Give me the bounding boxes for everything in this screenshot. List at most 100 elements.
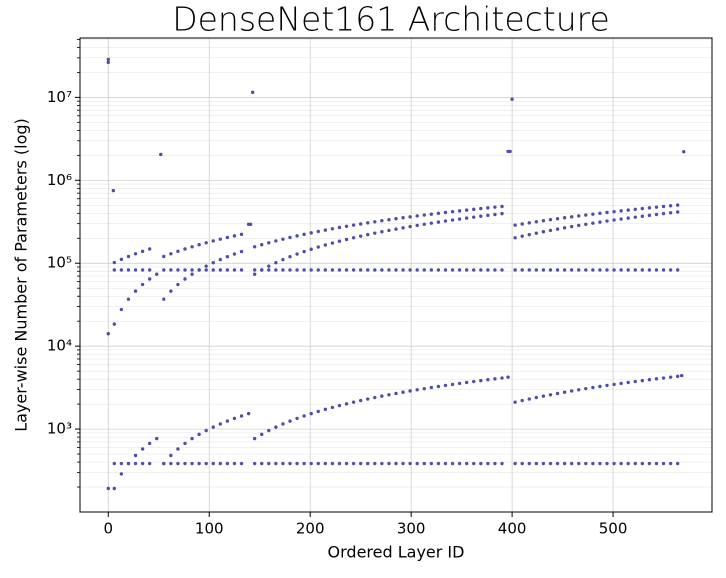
point	[176, 282, 180, 287]
point	[119, 268, 124, 272]
point	[619, 209, 623, 213]
point	[633, 215, 637, 219]
point	[302, 461, 306, 466]
point	[147, 441, 152, 446]
point	[112, 260, 117, 265]
point	[682, 150, 686, 154]
point	[591, 268, 595, 272]
point	[401, 268, 405, 272]
point	[147, 277, 152, 281]
point	[190, 436, 194, 441]
point	[274, 268, 278, 272]
point	[169, 453, 173, 458]
points	[106, 57, 686, 491]
point	[281, 268, 285, 272]
point	[119, 461, 124, 466]
point	[260, 243, 264, 247]
point	[562, 390, 567, 394]
point	[260, 461, 264, 466]
point	[358, 222, 363, 226]
point	[436, 268, 441, 272]
point	[323, 243, 328, 247]
point	[486, 461, 490, 466]
point	[344, 224, 349, 228]
point	[373, 268, 377, 272]
point	[183, 441, 187, 446]
point	[111, 188, 116, 193]
point	[366, 221, 370, 225]
point	[612, 268, 616, 272]
point	[598, 384, 602, 389]
point	[366, 461, 370, 466]
point	[358, 268, 363, 272]
point	[239, 268, 244, 272]
point	[302, 232, 306, 237]
point	[373, 395, 377, 400]
point	[176, 447, 180, 451]
point	[295, 461, 299, 466]
point	[401, 226, 405, 230]
point	[140, 282, 145, 287]
point	[330, 241, 335, 245]
point	[344, 237, 349, 242]
point	[302, 268, 306, 272]
point	[140, 249, 145, 254]
point	[337, 403, 342, 408]
point	[640, 214, 645, 218]
point	[225, 419, 230, 423]
point	[415, 268, 419, 272]
point	[281, 257, 285, 262]
point	[548, 393, 553, 397]
point	[401, 216, 405, 220]
point	[486, 268, 490, 272]
point	[133, 461, 138, 466]
point	[472, 268, 476, 272]
point	[429, 212, 434, 216]
point	[183, 247, 187, 251]
point	[401, 461, 405, 466]
point	[605, 219, 609, 223]
point	[260, 432, 264, 437]
point	[112, 486, 117, 491]
point	[591, 212, 595, 216]
point	[239, 249, 244, 254]
point	[380, 230, 384, 234]
point	[380, 268, 384, 272]
point	[668, 461, 673, 466]
point	[654, 205, 659, 209]
point	[316, 409, 320, 414]
point	[302, 249, 306, 254]
point	[250, 90, 255, 95]
point	[351, 268, 356, 272]
point	[387, 461, 391, 466]
point	[555, 268, 560, 272]
point	[267, 264, 271, 268]
point	[654, 461, 659, 466]
point	[591, 385, 595, 390]
point	[443, 461, 448, 466]
point	[351, 461, 356, 466]
point	[626, 208, 630, 212]
point	[415, 223, 419, 228]
point	[500, 204, 504, 209]
point	[510, 97, 514, 101]
point	[640, 206, 645, 211]
point	[548, 218, 553, 222]
point	[408, 215, 412, 219]
point	[415, 461, 419, 466]
point	[668, 375, 673, 379]
point	[288, 268, 292, 272]
point	[612, 209, 616, 214]
point	[527, 397, 531, 401]
point	[500, 376, 504, 380]
point	[562, 216, 567, 220]
point	[443, 383, 448, 388]
point	[218, 422, 223, 426]
point	[169, 289, 173, 293]
point	[394, 268, 398, 272]
point	[577, 223, 581, 228]
point	[408, 268, 412, 272]
point	[633, 207, 637, 212]
point	[316, 245, 320, 249]
point	[252, 268, 257, 272]
